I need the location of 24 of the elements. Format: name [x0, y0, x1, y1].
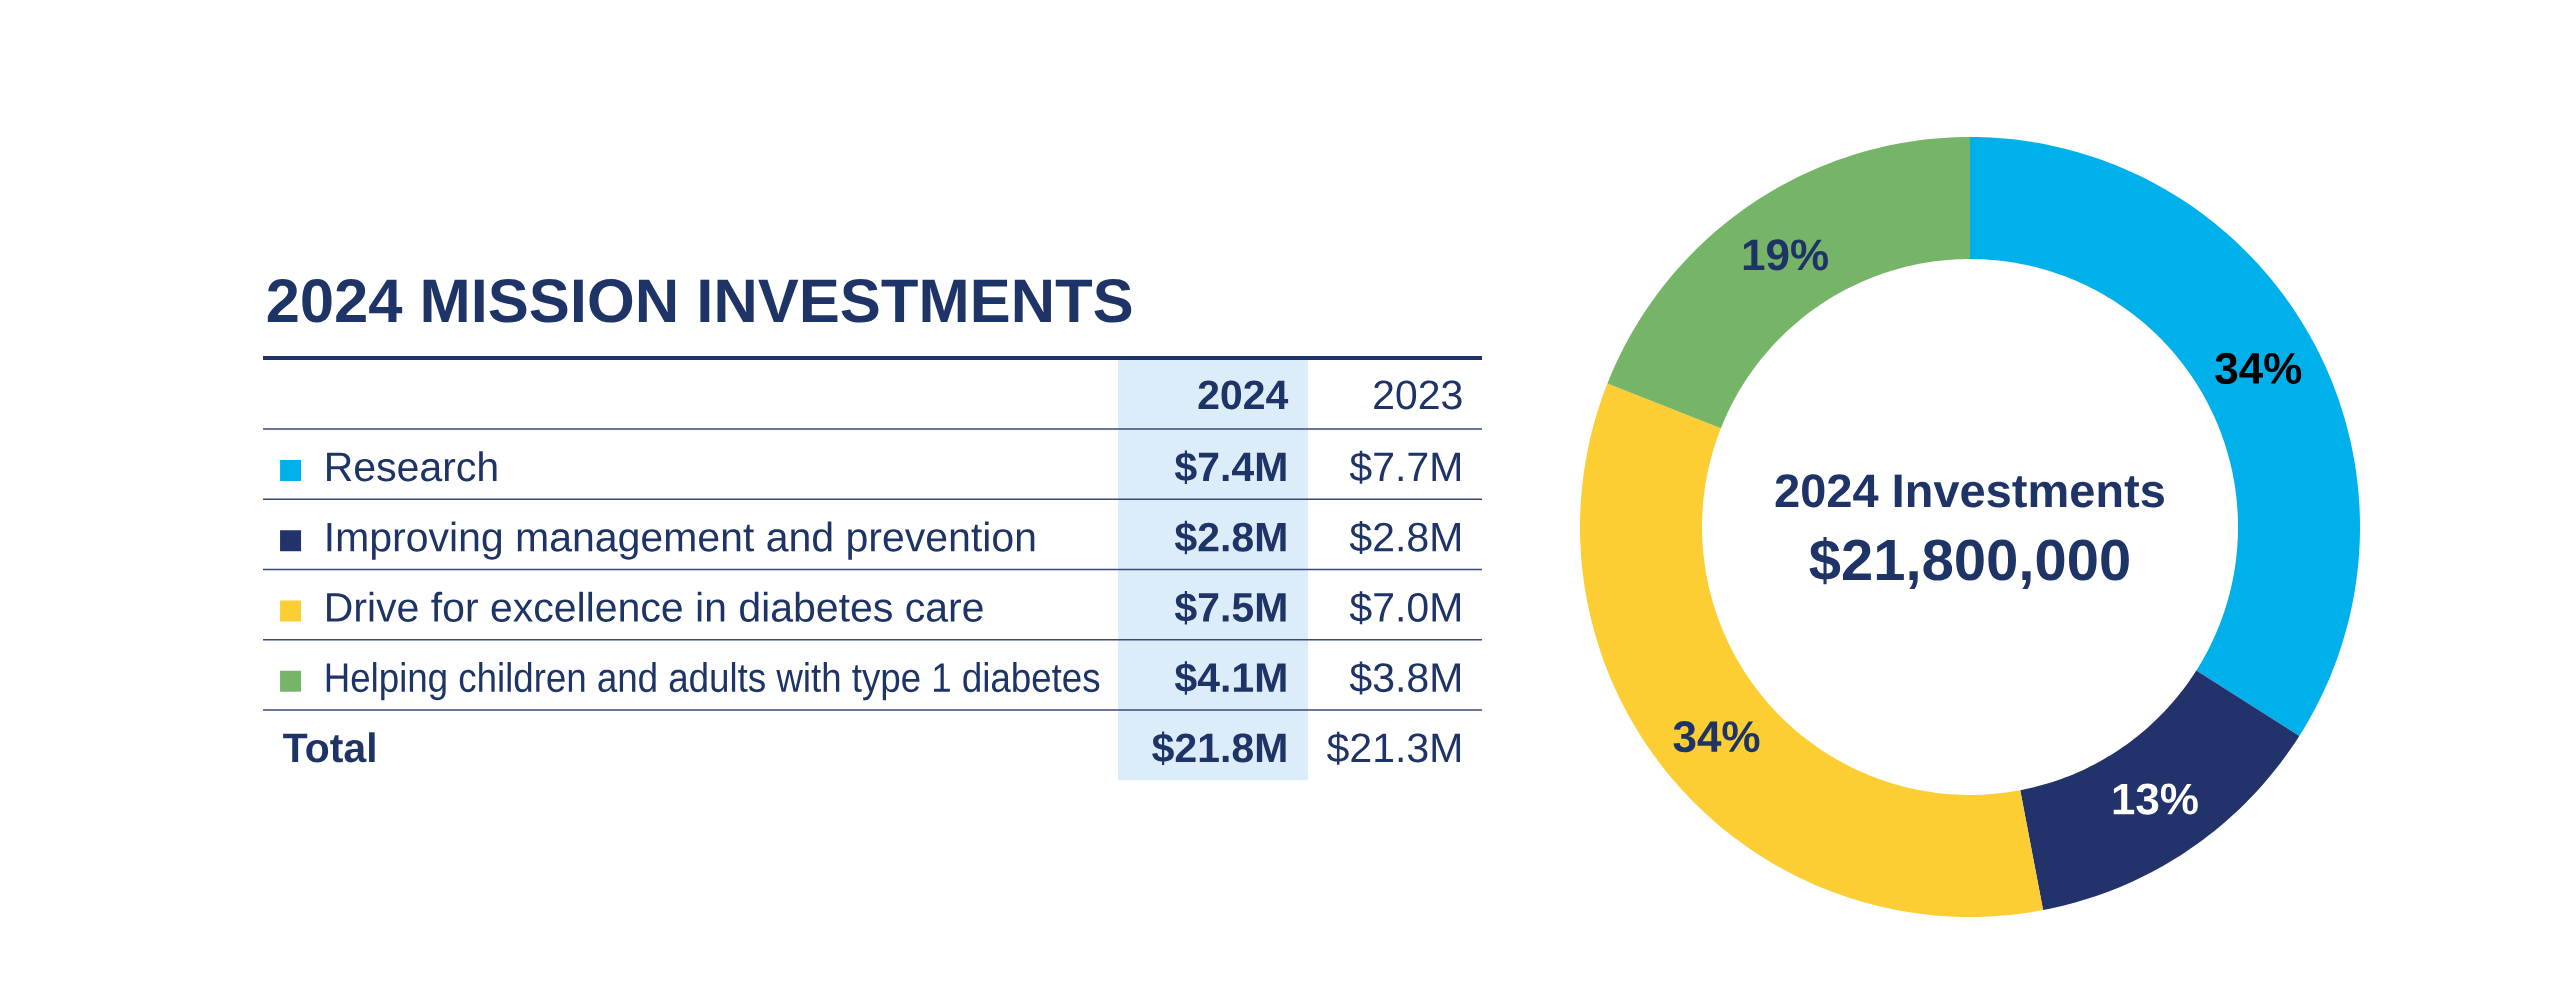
text: $21.3M — [1327, 731, 1460, 765]
text: $21,800,000 — [1809, 536, 2129, 589]
legend-label: Research — [327, 451, 497, 482]
text: 2024 Investments — [1775, 474, 2164, 508]
text: $7.0M — [1349, 591, 1460, 625]
text: $7.4M — [1174, 450, 1286, 485]
data-label: 13% — [2113, 783, 2198, 815]
data-label: 34% — [1673, 721, 1760, 753]
text: $3.8M — [1349, 661, 1460, 695]
data-label: 19% — [1743, 239, 1828, 271]
text: $7.7M — [1349, 450, 1460, 484]
text: $4.1M — [1174, 661, 1286, 695]
data-label: 34% — [2215, 352, 2302, 385]
legend-label: Improving management and prevention — [327, 521, 1035, 560]
text: 2024 — [1198, 380, 1289, 410]
legend-label: Drive for excellence in diabetes care — [327, 591, 983, 622]
text: $21.8M — [1152, 731, 1286, 766]
text: 2024 MISSION INVESTMENTS — [267, 279, 1132, 323]
legend-label: Helping children and adults with type 1 diabetes — [326, 662, 1100, 701]
text: $2.8M — [1349, 520, 1460, 555]
text: $7.5M — [1174, 591, 1286, 625]
text: 2023 — [1374, 380, 1462, 410]
text: $2.8M — [1174, 520, 1286, 555]
text: Total — [283, 732, 375, 763]
